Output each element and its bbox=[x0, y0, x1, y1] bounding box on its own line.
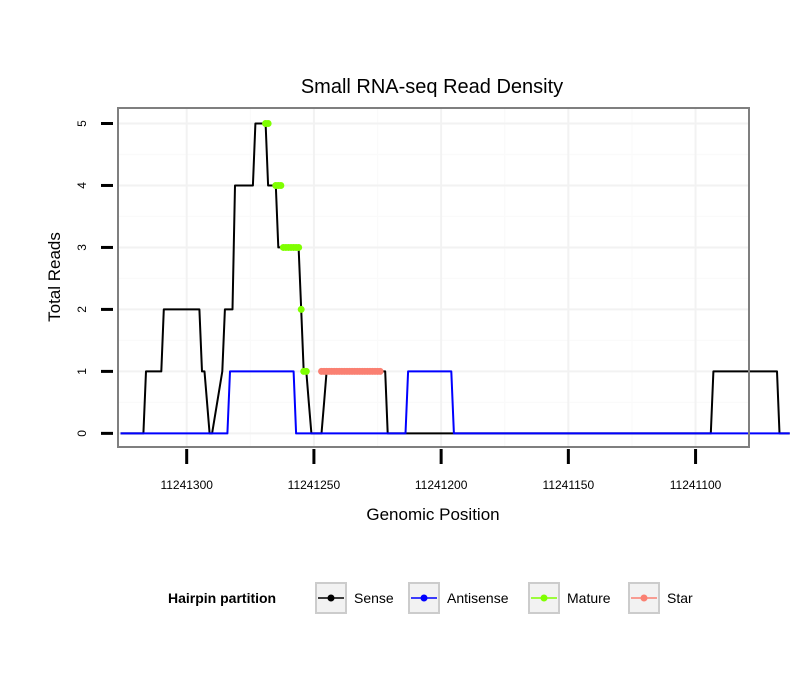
x-tick-label: 11241300 bbox=[160, 478, 213, 492]
y-axis: 0 1 2 3 4 5 bbox=[75, 120, 113, 437]
legend-item-star: Star bbox=[628, 582, 693, 614]
legend-item-mature: Mature bbox=[528, 582, 611, 614]
legend-title: Hairpin partition bbox=[168, 590, 276, 606]
legend-dot-sense bbox=[327, 594, 335, 602]
y-tick-label: 0 bbox=[75, 430, 89, 437]
star-point bbox=[376, 367, 384, 375]
y-tick-label: 5 bbox=[75, 120, 89, 127]
legend-label-sense: Sense bbox=[354, 590, 394, 606]
x-tick-label: 11241150 bbox=[543, 478, 595, 492]
legend-label-star: Star bbox=[667, 590, 693, 606]
series-layer bbox=[120, 119, 790, 435]
y-tick-label: 4 bbox=[75, 182, 89, 189]
legend: Hairpin partition Sense Antisense Mature… bbox=[168, 582, 693, 614]
x-tick-label: 11241250 bbox=[288, 478, 341, 492]
y-tick-label: 1 bbox=[75, 368, 89, 375]
x-tick-label: 11241100 bbox=[670, 478, 722, 492]
x-tick-label: 11241200 bbox=[415, 478, 468, 492]
legend-label-mature: Mature bbox=[567, 590, 611, 606]
legend-dot-antisense bbox=[420, 594, 428, 602]
panel-background bbox=[118, 108, 749, 447]
legend-item-sense: Sense bbox=[315, 582, 394, 614]
legend-dot-mature bbox=[540, 594, 548, 602]
mature-point bbox=[264, 119, 272, 127]
y-axis-title: Total Reads bbox=[45, 232, 64, 322]
chart-title: Small RNA-seq Read Density bbox=[301, 76, 563, 98]
mature-point bbox=[277, 181, 285, 189]
legend-dot-star bbox=[640, 594, 648, 602]
y-tick-label: 3 bbox=[75, 244, 89, 251]
x-axis-title: Genomic Position bbox=[366, 505, 499, 524]
legend-item-antisense: Antisense bbox=[408, 582, 509, 614]
panel-border bbox=[117, 107, 750, 448]
mature-point bbox=[297, 305, 305, 313]
legend-label-antisense: Antisense bbox=[447, 590, 509, 606]
x-axis: 11241300 11241250 11241200 11241150 11241100 bbox=[160, 449, 722, 492]
antisense-series-line bbox=[120, 370, 790, 435]
mature-point bbox=[302, 367, 310, 375]
plot-panel bbox=[117, 107, 790, 448]
mature-point bbox=[295, 243, 303, 251]
y-tick-label: 2 bbox=[75, 306, 89, 313]
